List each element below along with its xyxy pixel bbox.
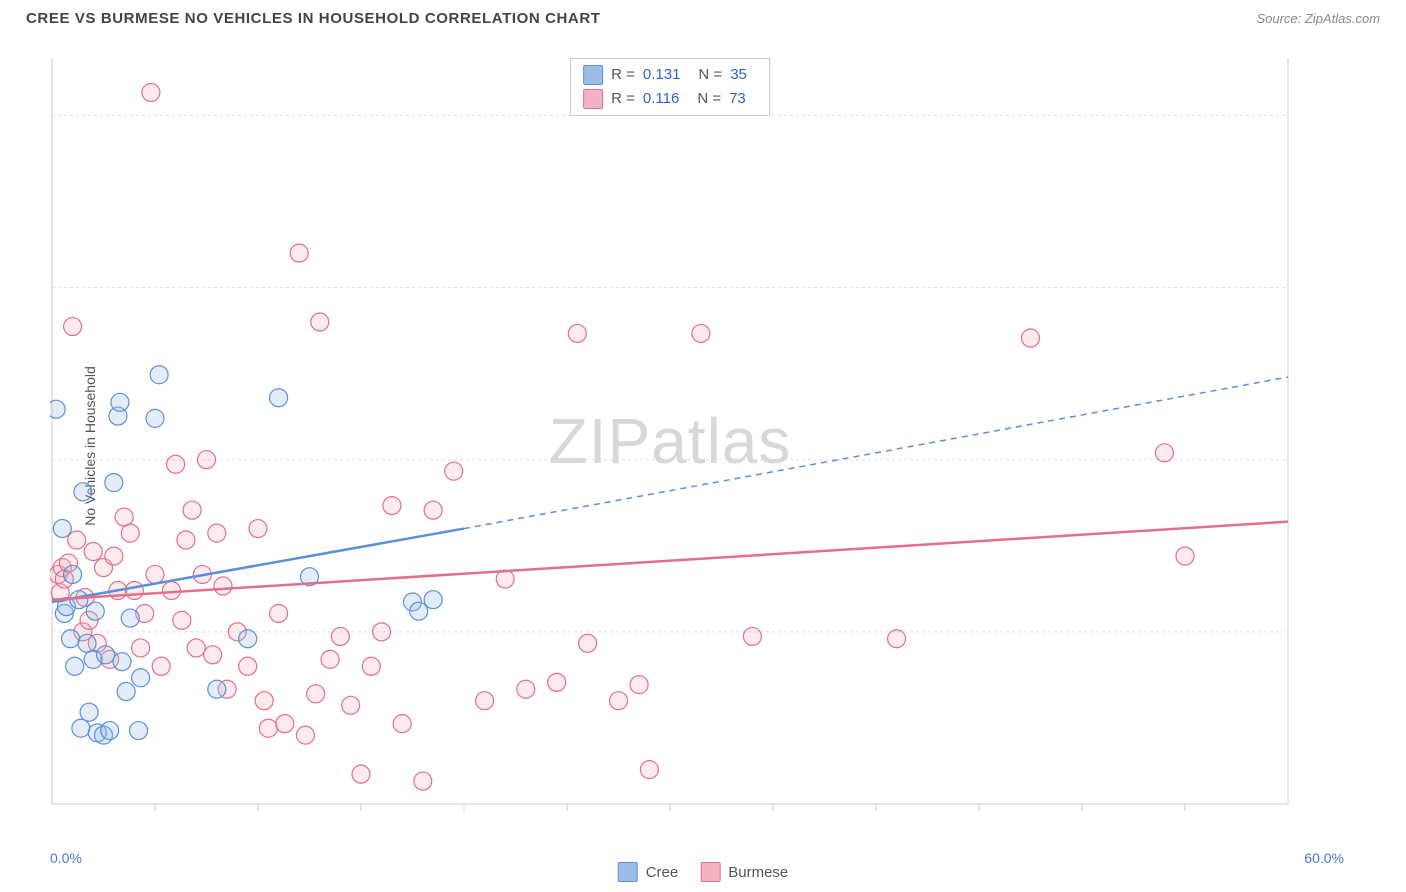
r-label: R = bbox=[611, 63, 635, 87]
r-label: R = bbox=[611, 87, 635, 111]
x-axis-start-label: 0.0% bbox=[50, 850, 82, 866]
n-label: N = bbox=[698, 63, 722, 87]
swatch-burmese bbox=[583, 89, 603, 109]
chart-header: CREE VS BURMESE NO VEHICLES IN HOUSEHOLD… bbox=[0, 0, 1406, 33]
legend-swatch-burmese bbox=[700, 862, 720, 882]
series-legend: Cree Burmese bbox=[618, 862, 789, 882]
stats-row-cree: R = 0.131 N = 35 bbox=[583, 63, 757, 87]
legend-swatch-cree bbox=[618, 862, 638, 882]
stats-legend: R = 0.131 N = 35 R = 0.116 N = 73 bbox=[570, 58, 770, 116]
swatch-cree bbox=[583, 65, 603, 85]
scatter-plot: 7.5%15.0%22.5%30.0% ZIPatlas R = 0.131 N… bbox=[50, 50, 1290, 832]
n-value-burmese: 73 bbox=[729, 87, 746, 111]
n-value-cree: 35 bbox=[730, 63, 747, 87]
legend-item-burmese: Burmese bbox=[700, 862, 788, 882]
plot-svg: 7.5%15.0%22.5%30.0% bbox=[50, 50, 1290, 832]
legend-label-cree: Cree bbox=[646, 864, 679, 881]
r-value-burmese: 0.116 bbox=[643, 87, 679, 111]
x-axis-end-label: 60.0% bbox=[1304, 850, 1344, 866]
r-value-cree: 0.131 bbox=[643, 63, 681, 87]
stats-row-burmese: R = 0.116 N = 73 bbox=[583, 87, 757, 111]
legend-label-burmese: Burmese bbox=[728, 864, 788, 881]
source-attribution: Source: ZipAtlas.com bbox=[1256, 11, 1380, 26]
chart-title: CREE VS BURMESE NO VEHICLES IN HOUSEHOLD… bbox=[26, 10, 601, 27]
legend-item-cree: Cree bbox=[618, 862, 679, 882]
n-label: N = bbox=[697, 87, 721, 111]
